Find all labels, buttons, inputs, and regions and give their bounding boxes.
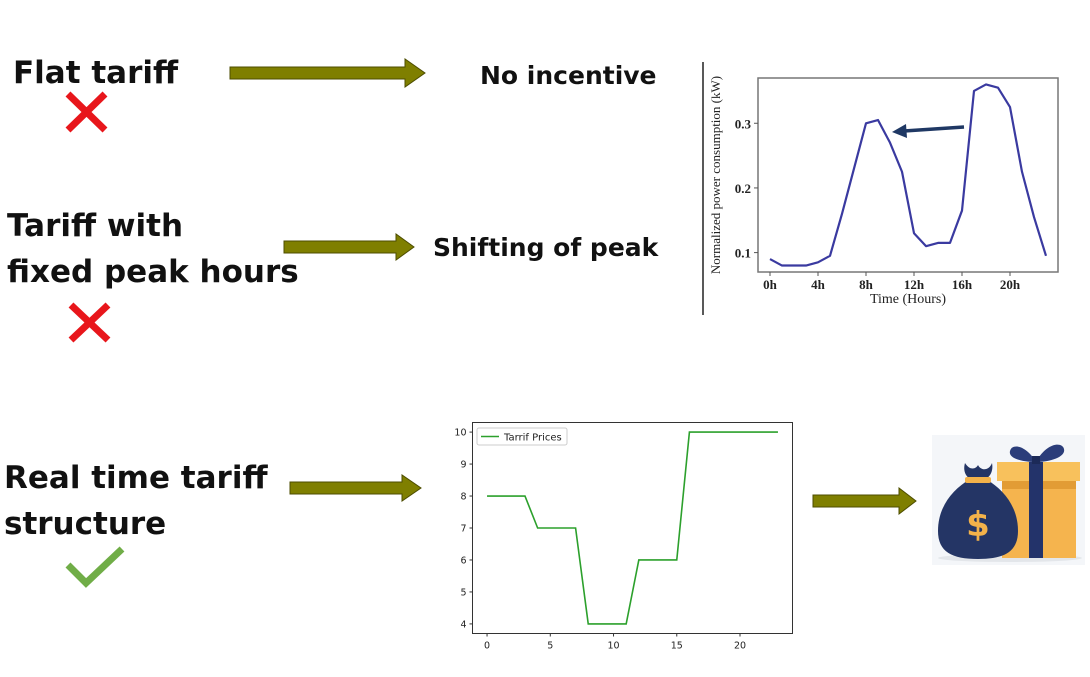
y-tick-label: 10 bbox=[454, 428, 466, 439]
y-tick-label: 0.2 bbox=[735, 181, 751, 196]
plot-frame bbox=[757, 77, 1059, 273]
x-tick-label: 0 bbox=[484, 641, 490, 652]
arrow-shape bbox=[812, 487, 917, 515]
shift-arrow-head bbox=[892, 124, 907, 138]
legend-box bbox=[476, 427, 568, 446]
shift-arrow-shaft bbox=[903, 125, 965, 133]
power-consumption-chart: Normalized power consumption (kW) Time (… bbox=[702, 62, 1059, 315]
y-tick-label: 7 bbox=[460, 524, 466, 535]
row1-outcome: No incentive bbox=[480, 61, 657, 90]
row3-label-line2: structure bbox=[4, 506, 167, 542]
arrow-right-icon bbox=[283, 233, 415, 261]
row1-label: Flat tariff bbox=[13, 50, 178, 96]
y-tick-label: 0.3 bbox=[735, 116, 752, 131]
arrow-right-icon bbox=[289, 474, 422, 502]
x-tick-label: 8h bbox=[859, 277, 874, 292]
arrow-right-icon bbox=[229, 58, 426, 88]
y-tick-label: 4 bbox=[460, 619, 466, 630]
plot-frame bbox=[472, 422, 793, 634]
y-axis-label: Normalized power consumption (kW) bbox=[708, 76, 723, 274]
row2-label-line2: fixed peak hours bbox=[7, 254, 299, 290]
legend: Tarrif Prices bbox=[476, 427, 568, 446]
checkmark-stroke bbox=[65, 546, 125, 588]
x-tick-label: 4h bbox=[811, 277, 826, 292]
x-tick-label: 0h bbox=[763, 277, 778, 292]
legend-label: Tarrif Prices bbox=[503, 433, 562, 444]
arrow-shape bbox=[289, 474, 422, 502]
x-tick-label: 5 bbox=[547, 641, 553, 652]
tariff-series-line bbox=[487, 431, 778, 625]
x-tick-label: 20h bbox=[1000, 277, 1021, 292]
x-tick-label: 12h bbox=[904, 277, 925, 292]
x-tick-label: 15 bbox=[671, 641, 683, 652]
checkmark-icon bbox=[65, 546, 125, 588]
cross-icon bbox=[68, 302, 111, 343]
row3-label-line1: Real time tariff bbox=[4, 460, 268, 496]
row2-label-line1: Tariff with bbox=[7, 208, 184, 244]
x-tick-label: 16h bbox=[952, 277, 973, 292]
arrow-shape bbox=[283, 233, 415, 261]
x-axis-label: Time (Hours) bbox=[870, 292, 946, 307]
y-tick-label: 0.1 bbox=[735, 246, 751, 261]
shift-arrow-icon bbox=[892, 124, 965, 138]
row3-label: Real time tariff structure bbox=[4, 455, 268, 547]
y-tick-label: 6 bbox=[460, 555, 466, 566]
consumption-series-line bbox=[769, 83, 1048, 267]
y-tick-label: 8 bbox=[460, 492, 466, 503]
y-tick-label: 5 bbox=[460, 587, 466, 598]
money-bag-and-gift-icon: $ bbox=[932, 435, 1085, 565]
cross-icon-stroke bbox=[65, 91, 108, 133]
dollar-sign-icon: $ bbox=[966, 505, 990, 545]
arrow-shape bbox=[229, 58, 426, 88]
x-tick-label: 10 bbox=[607, 641, 619, 652]
row1-label-line1: Flat tariff bbox=[13, 55, 179, 91]
y-tick-label: 9 bbox=[460, 460, 466, 471]
arrow-right-icon bbox=[812, 487, 917, 515]
row2-outcome: Shifting of peak bbox=[433, 233, 659, 262]
tariff-prices-chart: 4 5 6 7 8 9 10 0 5 10 15 20 Tarrif Prices bbox=[454, 422, 793, 652]
cross-icon bbox=[65, 91, 108, 133]
money-bag-icon: $ bbox=[938, 463, 1018, 559]
row2-label: Tariff with fixed peak hours bbox=[7, 203, 299, 295]
cross-icon-stroke bbox=[68, 302, 111, 343]
x-tick-label: 20 bbox=[734, 641, 746, 652]
